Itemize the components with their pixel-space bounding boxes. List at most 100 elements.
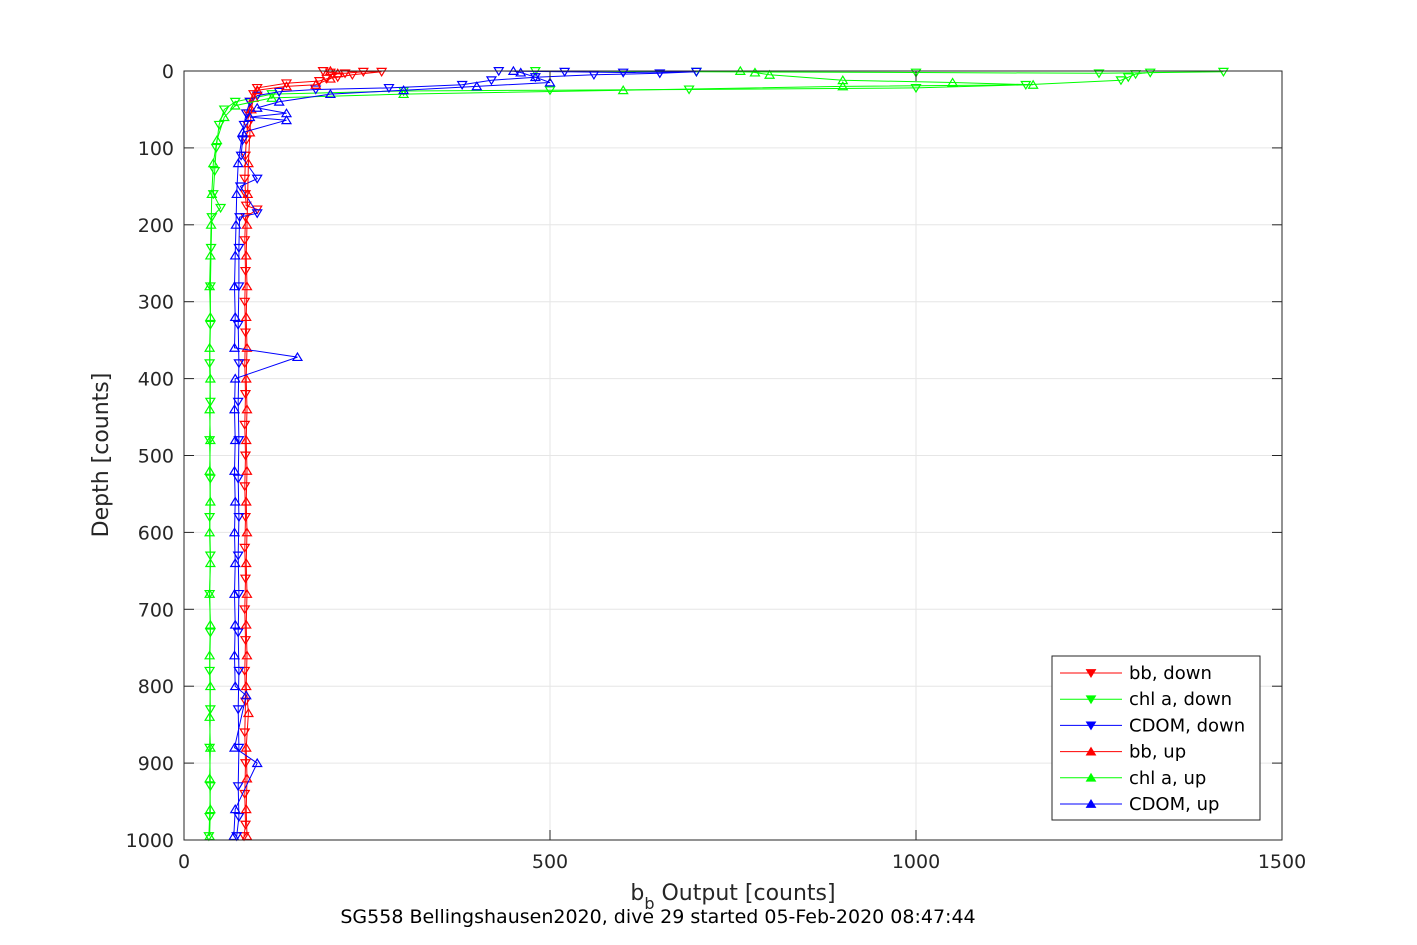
data-point — [233, 666, 245, 677]
data-point — [324, 73, 336, 83]
data-point — [280, 79, 293, 89]
data-point — [218, 105, 230, 115]
legend-label: chl a, up — [1129, 768, 1206, 789]
data-point — [240, 373, 252, 383]
data-point — [544, 86, 556, 96]
data-point — [232, 320, 244, 330]
series-2 — [231, 67, 702, 842]
data-point — [244, 127, 256, 137]
data-point — [617, 85, 629, 95]
data-point — [251, 102, 263, 112]
y-tick-label: 100 — [138, 138, 174, 160]
data-point — [240, 619, 252, 629]
data-point — [1217, 67, 1230, 77]
data-point — [204, 742, 216, 752]
y-tick-label: 0 — [162, 61, 174, 83]
data-point — [280, 81, 293, 91]
y-tick-label: 400 — [138, 369, 174, 391]
data-point — [239, 213, 252, 223]
data-point — [236, 127, 249, 137]
data-point — [1122, 73, 1134, 83]
data-point — [273, 96, 285, 106]
data-point — [310, 85, 322, 95]
data-point — [529, 71, 541, 82]
data-point — [239, 574, 252, 584]
data-point — [204, 680, 216, 691]
data-point — [251, 174, 263, 184]
y-tick-label: 200 — [138, 215, 174, 237]
legend-swatch-marker — [1085, 721, 1097, 731]
y-tick-label: 700 — [138, 599, 174, 621]
data-point — [239, 759, 252, 769]
data-point — [204, 373, 216, 383]
data-point — [204, 782, 216, 792]
data-point — [910, 83, 922, 94]
data-point — [1115, 76, 1127, 86]
data-point — [204, 619, 216, 629]
legend-label: CDOM, down — [1129, 715, 1245, 736]
data-point — [228, 342, 241, 352]
legend-swatch-marker — [1085, 746, 1097, 756]
data-point — [324, 68, 336, 78]
data-point — [232, 397, 244, 407]
series-3 — [240, 65, 344, 841]
y-tick-label: 900 — [138, 753, 174, 775]
legend-swatch-marker — [1085, 798, 1097, 808]
legend-label: bb, up — [1129, 742, 1186, 763]
data-point — [204, 434, 216, 445]
data-point — [232, 705, 244, 715]
data-point — [239, 390, 252, 400]
data-point — [239, 636, 252, 646]
data-point — [239, 451, 252, 461]
data-point — [234, 182, 246, 192]
data-point — [232, 782, 244, 792]
data-point — [204, 474, 216, 484]
data-point — [241, 773, 253, 783]
y-tick-label: 300 — [138, 292, 174, 314]
data-point — [204, 250, 216, 260]
data-point — [910, 68, 922, 78]
data-point — [357, 67, 369, 77]
data-point — [239, 820, 252, 830]
data-point — [485, 76, 498, 86]
data-point — [247, 90, 260, 100]
data-point — [515, 67, 527, 77]
data-point — [266, 90, 278, 100]
data-point — [204, 496, 216, 506]
data-point — [229, 619, 241, 629]
data-point — [228, 527, 241, 537]
data-point — [251, 83, 263, 94]
chart-caption: SG558 Bellingshausen2020, dive 29 starte… — [340, 906, 975, 928]
data-point — [398, 85, 410, 95]
data-point — [207, 158, 219, 168]
data-point — [241, 588, 253, 598]
data-point — [233, 359, 245, 369]
legend-swatch-marker — [1085, 695, 1097, 705]
data-point — [241, 650, 253, 660]
data-point — [229, 434, 241, 445]
data-point — [837, 75, 849, 85]
data-point — [204, 650, 216, 660]
data-point — [205, 219, 217, 229]
data-point — [241, 342, 253, 352]
data-point — [1093, 69, 1105, 79]
data-point — [240, 742, 252, 752]
data-point — [204, 812, 216, 823]
data-point — [229, 311, 241, 322]
data-point — [251, 209, 263, 219]
data-point — [204, 311, 216, 322]
data-point — [230, 219, 242, 229]
data-point — [1027, 79, 1039, 89]
data-point — [229, 250, 241, 260]
data-point — [764, 69, 776, 79]
data-point — [239, 266, 252, 277]
data-point — [242, 188, 254, 199]
data-point — [471, 81, 483, 91]
data-point — [204, 804, 216, 814]
data-point — [240, 690, 252, 700]
series-line — [233, 70, 551, 837]
data-point — [228, 588, 241, 598]
data-point — [233, 243, 245, 254]
data-point — [273, 87, 285, 97]
data-point — [228, 281, 241, 291]
